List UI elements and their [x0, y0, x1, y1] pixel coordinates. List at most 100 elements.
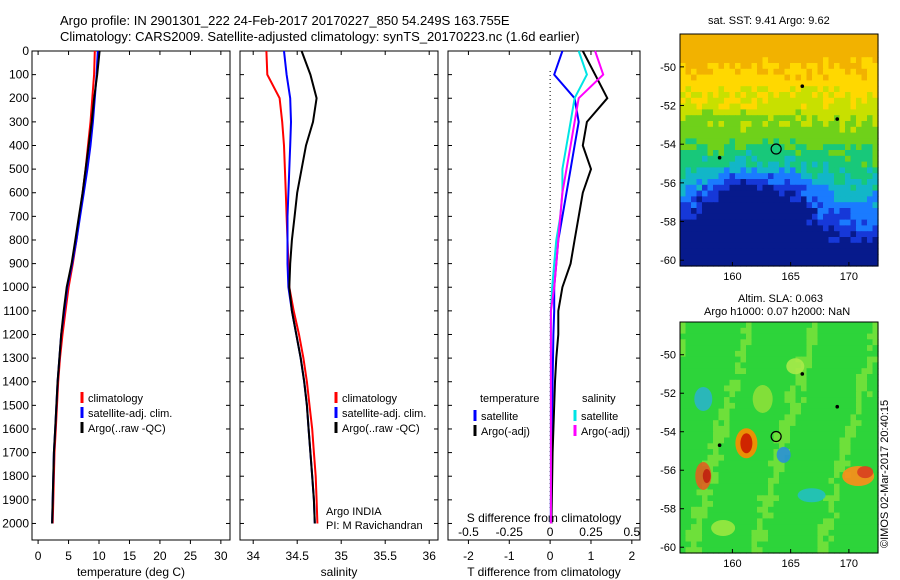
sla-cell	[790, 420, 797, 427]
sla-anomaly-blob	[752, 385, 773, 413]
sst-cell	[823, 202, 830, 209]
sst-cell	[828, 190, 835, 197]
sst-cell	[718, 144, 725, 151]
sla-cell	[817, 350, 824, 358]
sst-cell	[856, 208, 863, 215]
sst-cell	[735, 208, 742, 215]
sla-cell	[784, 443, 791, 450]
sst-cell	[718, 51, 725, 58]
sla-cell	[834, 454, 841, 462]
sst-cell	[779, 121, 786, 128]
sla-cell	[779, 345, 786, 352]
sst-cell	[724, 115, 731, 122]
sst-cell	[718, 254, 725, 261]
sst_map-y-tick-label: -60	[660, 255, 676, 267]
sst-cell	[845, 173, 852, 180]
sla-cell	[867, 489, 874, 496]
sla-cell	[812, 483, 819, 491]
sst-cell	[762, 173, 769, 180]
sst-cell	[735, 132, 742, 139]
sst-cell	[691, 161, 698, 168]
sst-cell	[795, 248, 802, 255]
sst-cell	[784, 219, 791, 226]
sla-cell	[724, 397, 731, 404]
sla-cell	[768, 368, 775, 375]
sst-cell	[845, 74, 852, 81]
sst-cell	[718, 173, 725, 180]
sst-cell	[867, 132, 874, 139]
sst-cell	[861, 161, 868, 168]
sla-cell	[812, 374, 819, 381]
sla-cell	[751, 466, 758, 473]
sst-cell	[790, 109, 797, 116]
sla-cell	[867, 327, 874, 335]
sst-cell	[702, 115, 709, 122]
sst-cell	[823, 150, 830, 157]
sst-cell	[784, 254, 791, 261]
sst-cell	[828, 39, 835, 47]
sla-cell	[740, 535, 747, 543]
sst-cell	[823, 213, 830, 221]
sla-cell	[779, 385, 786, 392]
sst-cell	[779, 115, 786, 122]
sla-cell	[806, 512, 813, 519]
sla-cell	[685, 322, 692, 329]
sst-cell	[845, 150, 852, 157]
sla-cell	[707, 495, 714, 502]
sst-cell	[718, 150, 725, 157]
sst-cell	[740, 132, 747, 139]
sst-cell	[707, 248, 714, 255]
sst-cell	[839, 132, 846, 139]
sla-cell	[828, 339, 835, 346]
sst-cell	[795, 86, 802, 93]
sst-cell	[751, 109, 758, 116]
sst-cell	[757, 51, 764, 58]
sst-cell	[817, 74, 824, 81]
sla-cell	[806, 535, 813, 543]
sst-cell	[861, 138, 868, 145]
sla-cell	[806, 356, 813, 363]
sst-cell	[751, 92, 758, 99]
sla-cell	[823, 506, 830, 514]
sst-cell	[861, 254, 868, 261]
sst-cell	[746, 86, 753, 93]
sla-cell	[795, 524, 802, 531]
sst-cell	[740, 63, 747, 70]
sst-cell	[751, 225, 758, 232]
sst-cell	[801, 161, 808, 168]
argo-location-marker	[770, 143, 782, 155]
sla-cell	[707, 356, 714, 363]
sst-cell	[839, 34, 846, 41]
sst-cell	[680, 103, 687, 110]
sst-cell	[867, 103, 874, 110]
sla-cell	[861, 420, 868, 427]
sla-cell	[713, 449, 720, 456]
sla-cell	[740, 547, 747, 554]
sst-cell	[735, 115, 742, 122]
sla-cell	[702, 524, 709, 531]
sla-cell	[801, 449, 808, 456]
sst-cell	[702, 51, 709, 58]
sst-cell	[790, 63, 797, 70]
sla-cell	[801, 431, 808, 439]
sst-cell	[850, 179, 857, 186]
sst-cell	[696, 219, 703, 226]
sla-cell	[702, 501, 709, 508]
sst-cell	[823, 219, 830, 226]
sst-cell	[702, 34, 709, 41]
sst-cell	[707, 167, 714, 174]
sla-cell	[867, 414, 874, 421]
sla-cell	[757, 368, 764, 375]
sla-cell	[872, 408, 879, 415]
sst-cell	[713, 150, 720, 157]
sla-cell	[861, 379, 868, 387]
sst-cell	[779, 196, 786, 203]
sst-cell	[828, 103, 835, 110]
salinity-legend-label: satellite-adj. clim.	[342, 408, 426, 420]
sst-cell	[740, 179, 747, 186]
sst-cell	[834, 231, 841, 238]
sla-cell	[735, 483, 742, 491]
sla-cell	[735, 368, 742, 375]
sla-cell	[872, 425, 879, 433]
sla-cell	[757, 460, 764, 467]
